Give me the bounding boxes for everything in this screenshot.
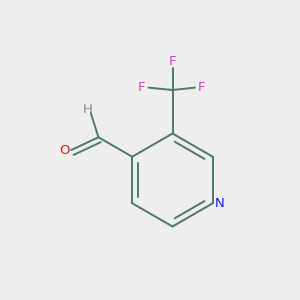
Text: F: F [169,55,176,68]
Text: F: F [198,81,205,94]
Text: H: H [83,103,93,116]
Text: F: F [138,81,146,94]
Text: N: N [214,197,224,210]
Text: O: O [59,143,70,157]
